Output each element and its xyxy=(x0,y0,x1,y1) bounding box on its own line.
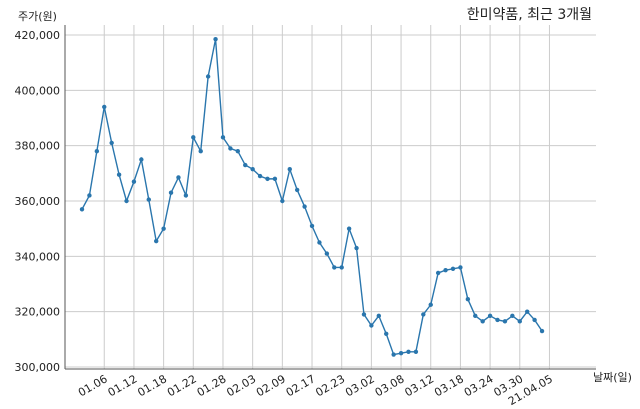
data-point xyxy=(317,240,322,245)
data-point xyxy=(183,193,189,198)
y-tick-label: 320,000 xyxy=(15,306,61,319)
y-tick-label: 380,000 xyxy=(15,140,61,153)
data-point xyxy=(332,265,337,270)
data-point xyxy=(243,162,248,168)
data-point xyxy=(79,207,85,212)
data-point xyxy=(161,226,166,231)
x-tick-label: 02.17 xyxy=(284,372,318,399)
x-tick-label: 02.23 xyxy=(313,372,347,399)
data-point xyxy=(213,36,218,42)
data-point xyxy=(309,223,315,229)
data-point xyxy=(228,146,233,151)
data-point xyxy=(250,166,255,172)
data-point xyxy=(198,149,203,154)
y-tick-label: 420,000 xyxy=(15,29,61,42)
data-point xyxy=(473,313,478,319)
tick-labels: 300,000 320,000 340,000 360,000 380,000 400,0… xyxy=(15,29,555,408)
data-point xyxy=(235,149,241,154)
x-tick-label: 03.12 xyxy=(402,372,436,399)
data-point xyxy=(109,140,114,146)
y-tick-label: 400,000 xyxy=(15,84,61,97)
data-point xyxy=(502,319,508,324)
data-point xyxy=(87,193,92,198)
data-point xyxy=(272,176,278,182)
x-tick-label: 03.24 xyxy=(462,372,496,399)
data-point xyxy=(391,352,396,357)
series-group xyxy=(79,36,545,357)
data-point xyxy=(354,245,359,251)
x-tick-label: 02.09 xyxy=(254,372,288,399)
data-point xyxy=(406,349,411,354)
data-point xyxy=(220,135,226,140)
data-point xyxy=(176,175,181,180)
x-tick-label: 01.12 xyxy=(106,372,140,399)
axes xyxy=(64,25,596,370)
y-tick-label: 300,000 xyxy=(15,361,61,374)
data-point xyxy=(539,328,545,334)
x-tick-label: 03.02 xyxy=(343,372,377,399)
data-point xyxy=(450,266,456,271)
x-axis-label: 날짜(일) xyxy=(593,371,632,384)
data-point xyxy=(302,204,307,209)
data-point xyxy=(398,350,404,356)
data-point xyxy=(421,312,426,317)
data-point xyxy=(265,176,270,182)
x-tick-label: 01.28 xyxy=(195,372,229,399)
x-tick-label: 02.03 xyxy=(224,372,258,399)
data-point xyxy=(465,297,471,302)
data-point xyxy=(480,319,485,324)
y-axis-label: 주가(원) xyxy=(18,10,57,23)
data-point xyxy=(154,238,159,244)
x-tick-label: 01.06 xyxy=(76,372,110,399)
data-point xyxy=(116,172,122,177)
chart-title: 한미약품, 최근 3개월 xyxy=(466,7,592,23)
x-tick-label: 01.22 xyxy=(165,372,199,399)
y-tick-label: 360,000 xyxy=(15,195,61,208)
data-point xyxy=(346,226,352,231)
data-point xyxy=(510,313,515,319)
data-point xyxy=(525,309,530,314)
data-point xyxy=(280,198,285,204)
data-point xyxy=(517,319,522,324)
x-tick-label: 03.08 xyxy=(373,372,407,399)
data-point xyxy=(146,197,151,202)
data-point xyxy=(287,166,292,172)
data-point xyxy=(361,312,367,317)
data-point xyxy=(257,173,263,179)
data-point xyxy=(139,157,144,162)
data-point xyxy=(376,313,381,319)
data-point xyxy=(191,135,196,140)
data-point xyxy=(294,187,300,193)
data-point xyxy=(369,323,374,328)
data-point xyxy=(413,349,419,354)
data-point xyxy=(131,179,137,184)
y-tick-label: 340,000 xyxy=(15,250,61,263)
data-point xyxy=(495,317,500,323)
data-point xyxy=(168,190,174,195)
data-point xyxy=(324,251,330,256)
data-point xyxy=(102,104,107,110)
data-point xyxy=(428,302,433,307)
data-point xyxy=(384,331,389,336)
grid xyxy=(65,25,596,369)
data-point xyxy=(532,317,537,323)
x-tick-label: 01.18 xyxy=(135,372,169,399)
data-point xyxy=(94,149,100,154)
x-tick-label: 03.18 xyxy=(432,372,466,399)
data-point xyxy=(458,265,463,270)
data-point xyxy=(443,267,448,273)
data-point xyxy=(339,265,344,270)
data-point xyxy=(487,313,493,319)
data-point xyxy=(435,270,441,276)
data-point xyxy=(205,74,211,79)
data-point xyxy=(124,198,129,204)
